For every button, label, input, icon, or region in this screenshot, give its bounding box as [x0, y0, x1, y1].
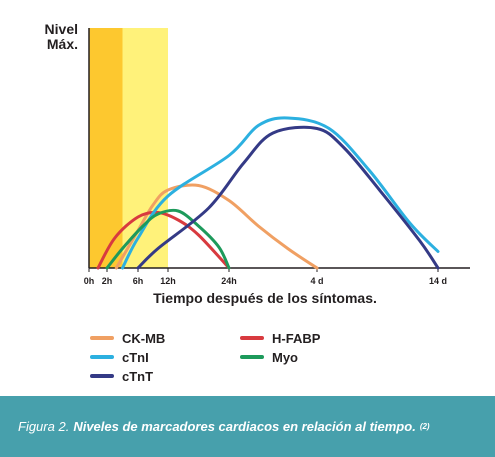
y-axis-label-line1: Nivel: [44, 21, 78, 37]
caption-reference: (2): [419, 422, 430, 431]
legend-swatch-myo: [240, 355, 264, 359]
figure-caption: Figura 2. Niveles de marcadores cardiaco…: [0, 396, 495, 457]
x-tick-label-6: 14 d: [429, 276, 447, 286]
legend-swatch-ckmb: [90, 336, 114, 340]
x-tick-label-1: 2h: [102, 276, 113, 286]
shaded-band-1: [122, 28, 168, 268]
y-axis-label: Nivel Máx.: [30, 22, 78, 52]
legend-label-ckmb: CK-MB: [122, 330, 166, 346]
caption-label: Figura 2.: [18, 419, 70, 434]
legend-label-myo: Myo: [272, 349, 298, 365]
series-line-myo: [105, 208, 231, 270]
legend-label-ctni: cTnI: [122, 349, 149, 365]
x-tick-label-5: 4 d: [310, 276, 323, 286]
legend-label-hfabp: H-FABP: [272, 330, 321, 346]
caption-text: Niveles de marcadores cardiacos en relac…: [73, 419, 416, 434]
legend-swatch-ctni: [90, 355, 114, 359]
shaded-band-0: [89, 28, 123, 268]
y-axis-label-line2: Máx.: [46, 36, 78, 52]
x-tick-label-3: 12h: [160, 276, 176, 286]
series-line-ctni: [121, 116, 440, 270]
chart-plot: 0h 2h 6h 12h 24h 4 d 14 d: [84, 28, 470, 286]
chart-area: 0h 2h 6h 12h 24h 4 d 14 d Nivel Máx. Tiempo de…: [30, 22, 470, 386]
legend-item-ctni: cTnI: [90, 349, 149, 365]
x-axis-label: Tiempo después de los síntomas.: [153, 290, 377, 306]
legend: CK-MB H-FABP cTnI Myo cTnT: [90, 330, 420, 386]
x-tick-label-0: 0h: [84, 276, 95, 286]
legend-swatch-ctnt: [90, 374, 114, 378]
series-line-ctnt: [136, 125, 440, 270]
legend-item-hfabp: H-FABP: [240, 330, 320, 346]
series-line-ck-mb: [114, 183, 319, 270]
x-tick-label-4: 24h: [221, 276, 237, 286]
legend-item-ctnt: cTnT: [90, 368, 153, 384]
x-tick-label-2: 6h: [133, 276, 144, 286]
legend-swatch-hfabp: [240, 336, 264, 340]
legend-item-myo: Myo: [240, 349, 298, 365]
legend-label-ctnt: cTnT: [122, 368, 154, 384]
legend-item-ckmb: CK-MB: [90, 330, 165, 346]
